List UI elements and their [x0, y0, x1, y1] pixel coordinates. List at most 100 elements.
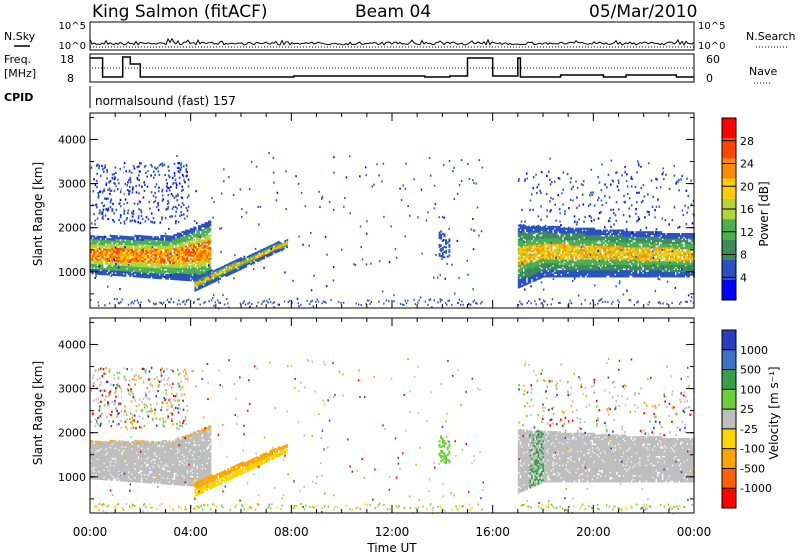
data-cell — [193, 277, 196, 280]
data-cell — [233, 270, 236, 273]
data-cell — [524, 179, 526, 182]
data-cell — [129, 238, 132, 241]
data-cell — [222, 272, 225, 275]
data-cell — [650, 264, 653, 267]
data-cell — [594, 248, 597, 251]
data-cell — [111, 266, 114, 269]
data-cell — [206, 250, 209, 253]
data-cell — [101, 243, 104, 246]
data-cell — [202, 259, 205, 262]
data-cell — [162, 236, 164, 239]
data-cell — [106, 246, 109, 249]
data-cell — [170, 185, 172, 188]
data-cell — [112, 236, 115, 239]
data-cell — [139, 258, 142, 261]
data-cell — [127, 255, 130, 258]
data-cell — [253, 258, 256, 261]
data-cell — [570, 177, 572, 180]
data-cell — [157, 202, 159, 205]
data-cell — [630, 204, 633, 207]
data-cell — [248, 258, 251, 261]
data-cell — [135, 238, 138, 241]
data-cell — [134, 275, 137, 278]
data-cell — [125, 218, 128, 221]
data-cell — [622, 257, 625, 260]
data-cell — [207, 248, 210, 251]
data-cell — [225, 267, 228, 270]
data-cell — [645, 271, 648, 274]
data-cell — [108, 257, 110, 260]
data-cell — [109, 234, 112, 237]
data-cell — [126, 269, 128, 272]
data-cell — [655, 264, 658, 267]
data-cell — [186, 215, 188, 218]
data-cell — [184, 268, 187, 271]
data-cell — [681, 270, 684, 273]
data-cell — [114, 242, 117, 245]
data-cell — [129, 219, 132, 222]
data-cell — [219, 277, 221, 280]
data-cell — [623, 194, 625, 198]
data-cell — [184, 264, 187, 267]
data-cell — [189, 228, 192, 231]
data-cell — [578, 243, 581, 246]
freq-tick-hi: 18 — [60, 53, 74, 66]
data-cell — [137, 238, 140, 241]
data-cell — [107, 207, 110, 210]
data-cell — [198, 258, 200, 261]
data-cell — [114, 256, 117, 259]
data-cell — [207, 259, 210, 262]
data-cell — [117, 256, 120, 259]
data-cell — [204, 250, 207, 253]
data-cell — [193, 258, 196, 261]
data-cell — [193, 265, 196, 268]
data-cell — [199, 281, 202, 284]
data-cell — [646, 210, 649, 213]
data-cell — [93, 256, 96, 259]
data-cell — [215, 274, 218, 277]
data-cell — [119, 270, 122, 273]
data-cell — [527, 253, 530, 256]
data-cell — [175, 265, 178, 268]
data-cell — [256, 251, 259, 254]
data-cell — [191, 252, 194, 255]
data-cell — [251, 260, 254, 263]
data-cell — [187, 178, 190, 181]
data-cell — [241, 260, 244, 263]
data-cell — [441, 248, 444, 251]
data-cell — [144, 267, 146, 270]
data-cell — [207, 276, 210, 279]
data-cell — [186, 277, 189, 280]
data-cell — [132, 250, 135, 253]
data-cell — [184, 270, 187, 273]
data-cell — [199, 283, 202, 286]
data-cell — [666, 257, 669, 260]
data-cell — [650, 238, 653, 241]
data-cell — [549, 178, 551, 181]
data-cell — [111, 243, 114, 246]
data-cell — [101, 236, 104, 239]
data-cell — [522, 224, 525, 227]
data-cell — [286, 246, 288, 249]
data-cell — [199, 276, 202, 279]
data-cell — [194, 262, 197, 265]
data-cell — [153, 248, 156, 251]
data-cell — [241, 261, 244, 264]
data-cell — [640, 201, 643, 204]
data-cell — [223, 273, 226, 276]
data-cell — [183, 245, 186, 248]
data-cell — [137, 249, 140, 252]
data-cell — [173, 274, 176, 277]
data-cell — [150, 260, 153, 263]
data-cell — [140, 214, 143, 218]
data-cell — [199, 248, 202, 251]
data-cell — [160, 277, 163, 280]
data-cell — [571, 238, 574, 241]
data-cell — [93, 235, 96, 238]
data-cell — [142, 267, 145, 270]
data-cell — [255, 255, 257, 258]
data-cell — [94, 262, 97, 265]
data-cell — [691, 243, 694, 246]
data-cell — [198, 274, 200, 277]
data-cell — [145, 256, 148, 259]
